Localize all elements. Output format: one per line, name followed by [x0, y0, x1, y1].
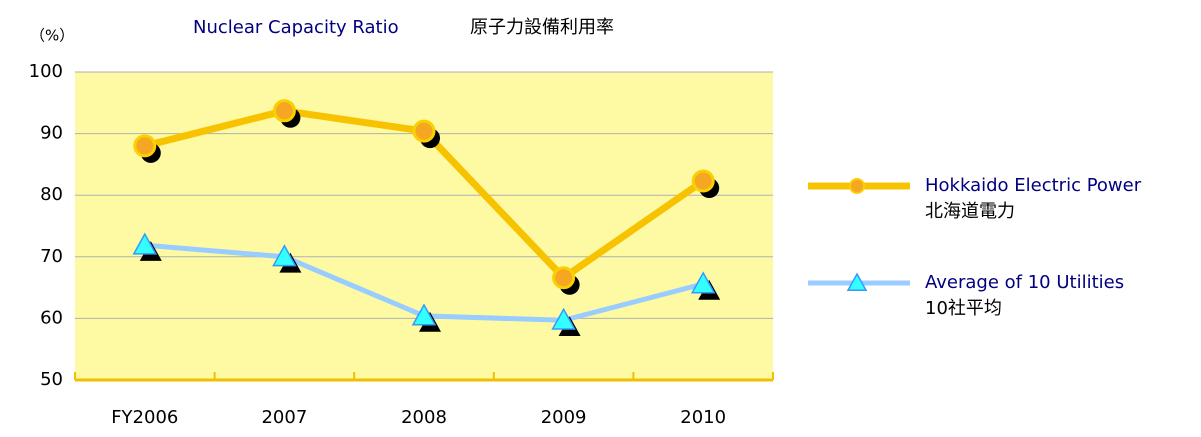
y-tick-label: 100 — [29, 61, 63, 82]
marker — [551, 307, 576, 330]
x-tick-label: FY2006 — [111, 407, 178, 428]
marker — [552, 266, 576, 290]
marker — [132, 232, 158, 255]
x-tick-label: 2009 — [541, 407, 587, 428]
x-tick-label: 2010 — [680, 407, 726, 428]
chart-title: Nuclear Capacity Ratio — [193, 17, 399, 38]
legend-label: 10社平均 — [925, 298, 1002, 319]
y-tick-label: 50 — [40, 369, 63, 390]
x-tick-label: 2008 — [401, 407, 447, 428]
y-tick-label: 60 — [40, 307, 63, 328]
marker — [133, 134, 157, 158]
marker — [272, 244, 297, 267]
legend-label: 北海道電力 — [925, 201, 1015, 222]
plot-area — [75, 72, 773, 380]
legend-label: Average of 10 Utilities — [925, 272, 1124, 293]
marker — [691, 169, 715, 193]
y-tick-label: 90 — [40, 123, 63, 144]
x-tick-label: 2007 — [261, 407, 307, 428]
marker — [411, 303, 437, 326]
y-axis-label: （%） — [30, 27, 74, 45]
y-tick-label: 80 — [40, 184, 63, 205]
y-tick-label: 70 — [40, 246, 63, 267]
marker — [272, 99, 296, 123]
legend-marker — [849, 178, 865, 194]
legend-label: Hokkaido Electric Power — [925, 175, 1142, 196]
chart-subtitle: 原子力設備利用率 — [470, 17, 614, 38]
marker — [412, 119, 436, 143]
legend-marker — [846, 272, 868, 291]
marker — [690, 271, 716, 294]
